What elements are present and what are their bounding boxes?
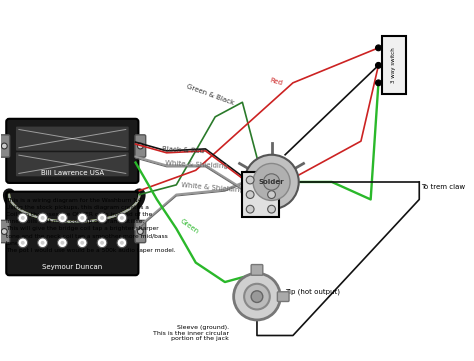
Circle shape (268, 191, 275, 199)
Circle shape (61, 216, 64, 220)
Circle shape (375, 62, 382, 68)
FancyBboxPatch shape (0, 135, 9, 157)
Circle shape (21, 241, 25, 245)
Circle shape (97, 238, 107, 248)
Text: Black & Red: Black & Red (162, 145, 204, 154)
Text: White & Shielding: White & Shielding (164, 160, 228, 169)
Circle shape (244, 155, 299, 209)
Circle shape (246, 191, 254, 199)
Circle shape (80, 216, 84, 220)
Circle shape (246, 205, 254, 213)
Circle shape (77, 238, 87, 248)
Text: Red: Red (269, 78, 283, 87)
Circle shape (97, 213, 107, 223)
Circle shape (264, 174, 280, 190)
FancyBboxPatch shape (16, 152, 129, 176)
Circle shape (80, 241, 84, 245)
Text: Bill Lawrence USA: Bill Lawrence USA (41, 170, 104, 176)
Circle shape (57, 213, 67, 223)
Text: This is a wiring diagram for the Washburn N4
Using the stock pickups, this diagr: This is a wiring diagram for the Washbur… (6, 197, 176, 253)
Circle shape (117, 213, 127, 223)
Text: 3 way switch: 3 way switch (392, 47, 396, 83)
Circle shape (21, 216, 25, 220)
FancyBboxPatch shape (0, 220, 9, 243)
Bar (383, 36, 406, 95)
Circle shape (268, 205, 275, 213)
Text: Tip (hot output): Tip (hot output) (285, 288, 340, 295)
Circle shape (38, 238, 47, 248)
Circle shape (41, 241, 45, 245)
Text: Green & Black: Green & Black (186, 83, 235, 106)
FancyBboxPatch shape (16, 127, 129, 151)
FancyBboxPatch shape (6, 192, 138, 275)
Circle shape (41, 216, 45, 220)
Circle shape (137, 229, 143, 234)
Circle shape (117, 238, 127, 248)
Circle shape (234, 273, 280, 320)
Circle shape (137, 143, 143, 149)
Text: Seymour Duncan: Seymour Duncan (42, 264, 102, 270)
Circle shape (1, 143, 7, 149)
Circle shape (57, 238, 67, 248)
FancyBboxPatch shape (135, 135, 146, 157)
Circle shape (375, 80, 382, 86)
FancyBboxPatch shape (277, 292, 289, 301)
FancyBboxPatch shape (251, 265, 263, 275)
Circle shape (375, 45, 382, 51)
Text: To trem claw: To trem claw (421, 184, 465, 190)
Text: Sleeve (ground).
This is the inner circular
portion of the jack: Sleeve (ground). This is the inner circu… (153, 325, 229, 342)
FancyBboxPatch shape (6, 119, 138, 183)
Circle shape (18, 213, 27, 223)
Circle shape (100, 216, 104, 220)
Text: White & Shielding: White & Shielding (181, 182, 244, 193)
Circle shape (38, 213, 47, 223)
Text: Solder: Solder (259, 179, 284, 185)
Circle shape (1, 229, 7, 234)
Circle shape (61, 241, 64, 245)
Text: Green: Green (179, 217, 200, 234)
Circle shape (246, 176, 254, 184)
Circle shape (18, 238, 27, 248)
Circle shape (120, 216, 124, 220)
Circle shape (251, 291, 263, 303)
Circle shape (268, 176, 275, 184)
Circle shape (77, 213, 87, 223)
FancyBboxPatch shape (135, 220, 146, 243)
Bar (242, 172, 279, 217)
Circle shape (100, 241, 104, 245)
Circle shape (253, 164, 290, 200)
Circle shape (244, 284, 270, 309)
Circle shape (120, 241, 124, 245)
